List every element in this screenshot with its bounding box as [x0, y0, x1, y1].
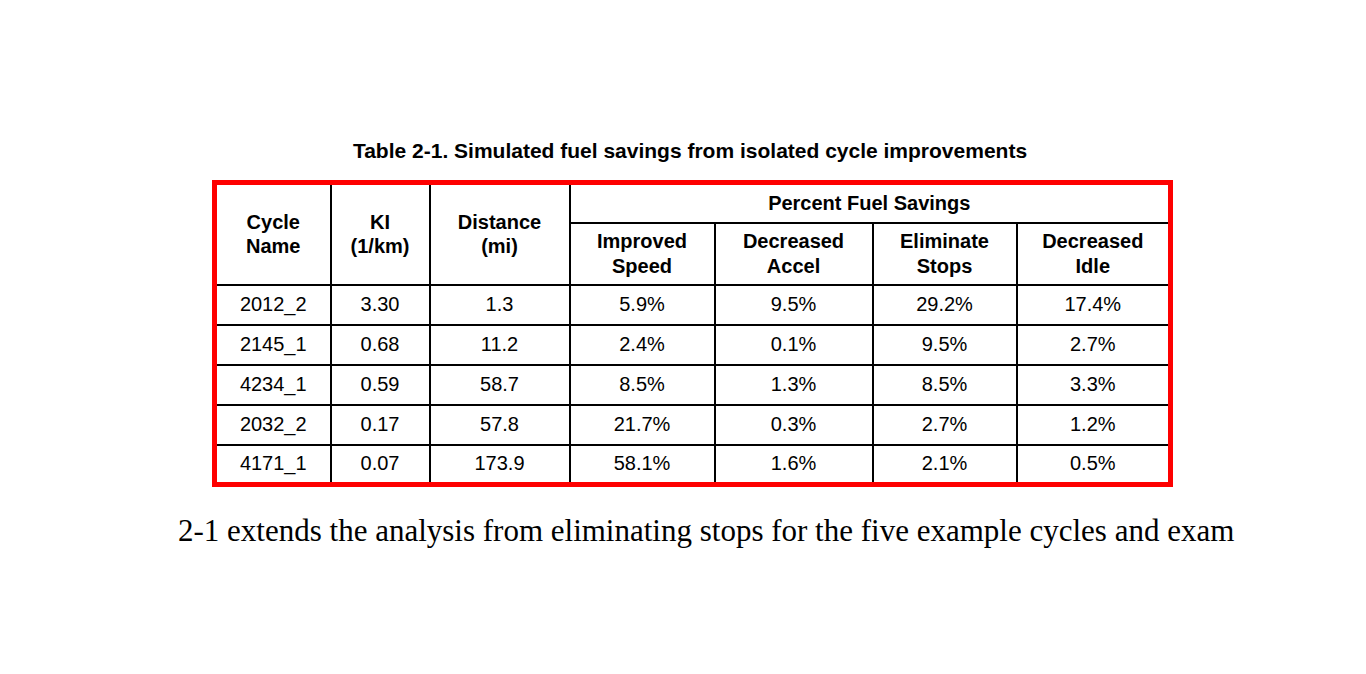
cell-decreased-idle: 0.5%: [1017, 445, 1171, 485]
cell-ki: 3.30: [331, 285, 430, 325]
table-header-row-group: Cycle Name KI (1/km) Distance (mi) Perce…: [215, 183, 1171, 223]
body-paragraph: 2-1 extends the analysis from eliminatin…: [178, 513, 1234, 549]
cell-decreased-idle: 17.4%: [1017, 285, 1171, 325]
table-row: 4171_1 0.07 173.9 58.1% 1.6% 2.1% 0.5%: [215, 445, 1171, 485]
cell-decreased-idle: 2.7%: [1017, 325, 1171, 365]
cell-decreased-accel: 9.5%: [715, 285, 873, 325]
cell-improved-speed: 21.7%: [570, 405, 715, 445]
cell-cycle-name: 4171_1: [215, 445, 331, 485]
cell-ki: 0.59: [331, 365, 430, 405]
table-title: Table 2-1. Simulated fuel savings from i…: [212, 139, 1168, 163]
cell-ki: 0.68: [331, 325, 430, 365]
cell-improved-speed: 8.5%: [570, 365, 715, 405]
cell-decreased-accel: 0.3%: [715, 405, 873, 445]
cell-distance: 11.2: [430, 325, 570, 365]
cell-ki: 0.07: [331, 445, 430, 485]
cell-cycle-name: 2145_1: [215, 325, 331, 365]
cell-eliminate-stops: 29.2%: [873, 285, 1017, 325]
cell-distance: 1.3: [430, 285, 570, 325]
col-header-cycle-name: Cycle Name: [215, 183, 331, 285]
col-header-distance: Distance (mi): [430, 183, 570, 285]
col-group-header-percent-fuel-savings: Percent Fuel Savings: [570, 183, 1171, 223]
cell-decreased-accel: 1.3%: [715, 365, 873, 405]
cell-eliminate-stops: 2.1%: [873, 445, 1017, 485]
table-row: 2012_2 3.30 1.3 5.9% 9.5% 29.2% 17.4%: [215, 285, 1171, 325]
cell-decreased-idle: 3.3%: [1017, 365, 1171, 405]
cell-decreased-accel: 0.1%: [715, 325, 873, 365]
cell-improved-speed: 5.9%: [570, 285, 715, 325]
cell-eliminate-stops: 9.5%: [873, 325, 1017, 365]
cell-cycle-name: 2012_2: [215, 285, 331, 325]
cell-eliminate-stops: 2.7%: [873, 405, 1017, 445]
table-row: 4234_1 0.59 58.7 8.5% 1.3% 8.5% 3.3%: [215, 365, 1171, 405]
document-page: Table 2-1. Simulated fuel savings from i…: [0, 0, 1366, 674]
col-header-decreased-idle: Decreased Idle: [1017, 223, 1171, 285]
cell-improved-speed: 2.4%: [570, 325, 715, 365]
cell-cycle-name: 2032_2: [215, 405, 331, 445]
cell-distance: 57.8: [430, 405, 570, 445]
cell-decreased-idle: 1.2%: [1017, 405, 1171, 445]
cell-decreased-accel: 1.6%: [715, 445, 873, 485]
cell-cycle-name: 4234_1: [215, 365, 331, 405]
col-header-improved-speed: Improved Speed: [570, 223, 715, 285]
cell-eliminate-stops: 8.5%: [873, 365, 1017, 405]
col-header-decreased-accel: Decreased Accel: [715, 223, 873, 285]
cell-ki: 0.17: [331, 405, 430, 445]
table-row: 2145_1 0.68 11.2 2.4% 0.1% 9.5% 2.7%: [215, 325, 1171, 365]
col-header-eliminate-stops: Eliminate Stops: [873, 223, 1017, 285]
cell-distance: 173.9: [430, 445, 570, 485]
cell-distance: 58.7: [430, 365, 570, 405]
cell-improved-speed: 58.1%: [570, 445, 715, 485]
col-header-ki: KI (1/km): [331, 183, 430, 285]
fuel-savings-table: Cycle Name KI (1/km) Distance (mi) Perce…: [212, 180, 1173, 487]
table-row: 2032_2 0.17 57.8 21.7% 0.3% 2.7% 1.2%: [215, 405, 1171, 445]
